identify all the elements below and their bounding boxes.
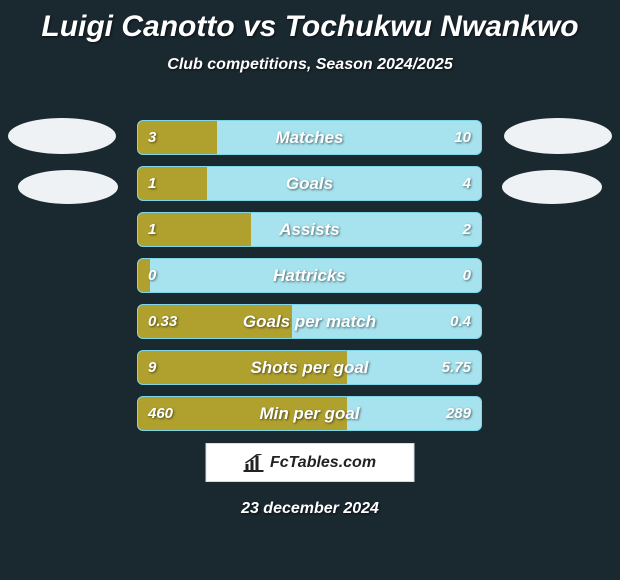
stat-row: 1Goals4 xyxy=(137,166,482,201)
stat-value-right: 289 xyxy=(446,397,471,430)
stat-row: 460Min per goal289 xyxy=(137,396,482,431)
stat-row: 9Shots per goal5.75 xyxy=(137,350,482,385)
stat-value-right: 5.75 xyxy=(442,351,471,384)
player-right-avatar xyxy=(504,118,612,154)
stat-label: Min per goal xyxy=(138,397,481,430)
player-left-avatar xyxy=(8,118,116,154)
stat-row: 0.33Goals per match0.4 xyxy=(137,304,482,339)
stat-label: Goals per match xyxy=(138,305,481,338)
stat-value-right: 2 xyxy=(463,213,471,246)
stat-label: Assists xyxy=(138,213,481,246)
stat-value-right: 10 xyxy=(454,121,471,154)
stat-label: Hattricks xyxy=(138,259,481,292)
stat-value-right: 0.4 xyxy=(450,305,471,338)
club-left-avatar xyxy=(18,170,118,204)
stat-row: 1Assists2 xyxy=(137,212,482,247)
stat-value-right: 4 xyxy=(463,167,471,200)
stat-label: Shots per goal xyxy=(138,351,481,384)
comparison-chart: 3Matches10 1Goals4 1Assists2 0Hattricks0 0.3… xyxy=(137,120,482,442)
site-logo: FcTables.com xyxy=(206,443,415,482)
chart-icon xyxy=(244,454,264,472)
page-subtitle: Club competitions, Season 2024/2025 xyxy=(0,56,620,74)
page-title: Luigi Canotto vs Tochukwu Nwankwo xyxy=(0,0,620,44)
stat-value-right: 0 xyxy=(463,259,471,292)
club-right-avatar xyxy=(502,170,602,204)
stat-row: 0Hattricks0 xyxy=(137,258,482,293)
stat-row: 3Matches10 xyxy=(137,120,482,155)
stat-label: Goals xyxy=(138,167,481,200)
logo-text: FcTables.com xyxy=(270,454,376,472)
footer-date: 23 december 2024 xyxy=(0,500,620,518)
stat-label: Matches xyxy=(138,121,481,154)
